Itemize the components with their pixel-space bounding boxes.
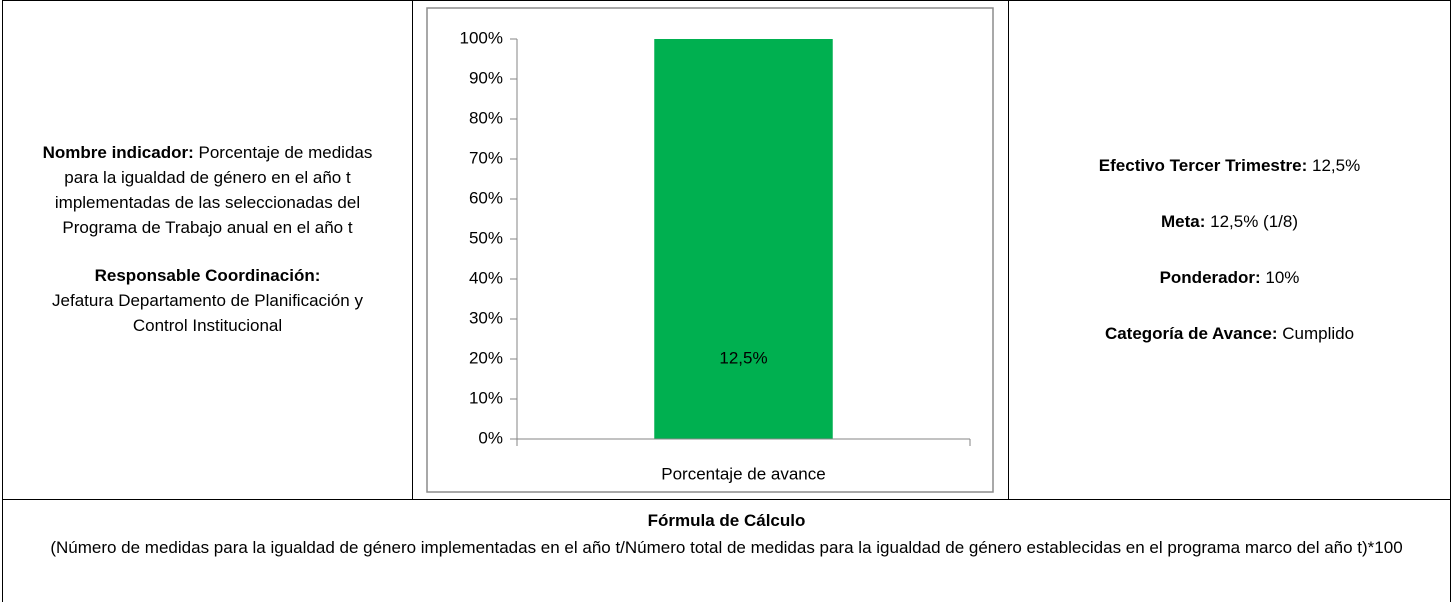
summary-item: Efectivo Tercer Trimestre: 12,5% (1099, 156, 1360, 176)
bar (654, 39, 833, 439)
summary-item: Categoría de Avance: Cumplido (1105, 324, 1354, 344)
label: Nombre indicador: (42, 142, 194, 162)
y-tick-label: 30% (469, 308, 503, 327)
indicator-responsible: Responsable Coordinación: Jefatura Depart… (33, 263, 383, 338)
chart: 0% 10% 20% 30% 40% 50% 60% 70% 80% 90% 100% Porcent… (426, 7, 994, 493)
label: Responsable Coordinación: (94, 265, 321, 285)
indicator-cell: Nombre indicador: Porcentaje de medidas … (2, 0, 413, 500)
formula-cell: Fórmula de Cálculo (Número de medidas pa… (2, 499, 1451, 602)
value: Cumplido (1282, 324, 1355, 343)
y-tick-label: 10% (469, 388, 503, 407)
value: Porcentaje de medidas para la igualdad d… (54, 142, 373, 237)
summary-item: Meta: 12,5% (1/8) (1161, 212, 1298, 232)
indicator-text: Nombre indicador: Porcentaje de medidas … (33, 140, 383, 361)
indicator-name: Nombre indicador: Porcentaje de medidas … (33, 140, 383, 240)
y-tick-label: 40% (469, 268, 503, 287)
label: Efectivo Tercer Trimestre: (1098, 156, 1308, 175)
chart-cell: 0% 10% 20% 30% 40% 50% 60% 70% 80% 90% 100% Porcent… (413, 0, 1008, 500)
formula-title: Fórmula de Cálculo (647, 511, 806, 530)
y-tick-label: 80% (469, 108, 503, 127)
y-tick-label: 50% (469, 228, 503, 247)
label: Meta: (1160, 212, 1206, 231)
summary-item: Ponderador: 10% (1160, 268, 1300, 288)
summary-cell: Efectivo Tercer Trimestre: 12,5% Meta: 12… (1008, 0, 1451, 500)
label: Categoría de Avance: (1104, 324, 1278, 343)
bar-annotation: 12,5% (719, 348, 767, 367)
y-tick-label: 20% (469, 348, 503, 367)
value: 12,5% (1312, 156, 1361, 175)
y-tick-label: 60% (469, 188, 503, 207)
x-tick-label: Porcentaje de avance (661, 464, 825, 483)
y-tick-label: 0% (478, 428, 503, 447)
value: 12,5% (1/8) (1210, 212, 1299, 231)
y-tick-label: 70% (469, 148, 503, 167)
formula-text: (Número de medidas para la igualdad de g… (50, 538, 1403, 557)
label: Ponderador: (1159, 268, 1261, 287)
value: Jefatura Departamento de Planificación y… (52, 290, 363, 335)
y-tick-label: 90% (469, 68, 503, 87)
chart-frame (426, 7, 994, 493)
y-tick-label: 100% (460, 28, 503, 47)
value: 10% (1265, 268, 1300, 287)
